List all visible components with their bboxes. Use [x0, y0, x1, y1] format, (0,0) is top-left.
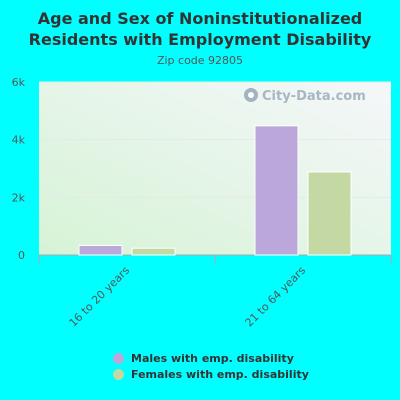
bar-females-1 — [307, 171, 352, 256]
legend: Males with emp. disability Females with … — [113, 350, 309, 382]
legend-item-females: Females with emp. disability — [113, 366, 309, 382]
legend-swatch-females — [113, 368, 124, 380]
chart-title: Age and Sex of Noninstitutionalized Resi… — [28, 9, 372, 49]
watermark: City-Data.com — [244, 88, 366, 104]
legend-item-males: Males with emp. disability — [113, 350, 309, 366]
x-category-label: 21 to 64 years — [242, 264, 308, 330]
y-tick-label: 2k — [12, 191, 26, 204]
legend-label-females: Females with emp. disability — [131, 367, 309, 381]
y-tick-label: 4k — [12, 134, 26, 147]
legend-label-males: Males with emp. disability — [131, 351, 294, 365]
y-tick-label: 0 — [18, 249, 25, 262]
bar-females-0 — [131, 247, 176, 256]
y-tick-label: 6k — [12, 76, 26, 89]
x-category-label: 16 to 20 years — [66, 264, 132, 330]
bar-males-1 — [254, 125, 299, 256]
chart-subtitle: Zip code 92805 — [156, 54, 244, 67]
legend-swatch-males — [113, 352, 124, 364]
watermark-text: City-Data.com — [262, 89, 366, 104]
bar-males-0 — [78, 244, 123, 256]
